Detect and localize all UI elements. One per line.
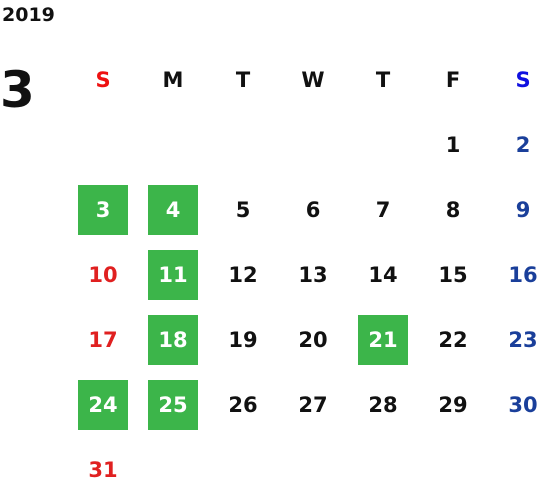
day[interactable]: 6 (305, 198, 321, 222)
marked-day[interactable]: 11 (148, 250, 198, 300)
day[interactable]: 28 (368, 393, 398, 417)
day[interactable]: 14 (368, 263, 398, 287)
marked-day[interactable]: 25 (148, 380, 198, 430)
day[interactable]: 23 (508, 328, 538, 352)
weekday-header: W (301, 68, 325, 92)
day[interactable]: 15 (438, 263, 468, 287)
weekday-header: F (445, 68, 461, 92)
day[interactable]: 17 (88, 328, 118, 352)
marked-day[interactable]: 18 (148, 315, 198, 365)
weekday-header: T (375, 68, 391, 92)
day[interactable]: 13 (298, 263, 328, 287)
day[interactable]: 7 (375, 198, 391, 222)
marked-day[interactable]: 21 (358, 315, 408, 365)
day[interactable]: 26 (228, 393, 258, 417)
day[interactable]: 30 (508, 393, 538, 417)
weekday-header: M (162, 68, 184, 92)
day[interactable]: 19 (228, 328, 258, 352)
day[interactable]: 9 (515, 198, 531, 222)
day[interactable]: 12 (228, 263, 258, 287)
day[interactable]: 1 (445, 133, 461, 157)
day[interactable]: 2 (515, 133, 531, 157)
day[interactable]: 8 (445, 198, 461, 222)
weekday-header: S (515, 68, 531, 92)
day[interactable]: 10 (88, 263, 118, 287)
month: 3 (0, 61, 35, 119)
day[interactable]: 29 (438, 393, 468, 417)
day[interactable]: 27 (298, 393, 328, 417)
marked-day[interactable]: 3 (78, 185, 128, 235)
day[interactable]: 20 (298, 328, 328, 352)
marked-day[interactable]: 4 (148, 185, 198, 235)
year: 2019 (2, 4, 55, 26)
day[interactable]: 31 (88, 458, 118, 482)
day[interactable]: 22 (438, 328, 468, 352)
day[interactable]: 5 (235, 198, 251, 222)
weekday-header: S (95, 68, 111, 92)
weekday-header: T (235, 68, 251, 92)
marked-day[interactable]: 24 (78, 380, 128, 430)
day[interactable]: 16 (508, 263, 538, 287)
